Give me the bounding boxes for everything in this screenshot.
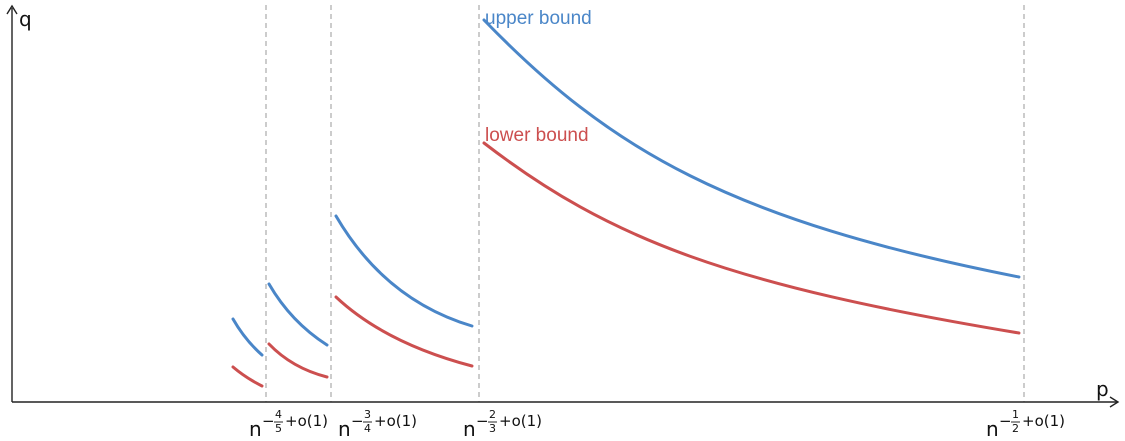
svg-text:−: − bbox=[476, 412, 489, 430]
svg-text:1: 1 bbox=[1012, 408, 1019, 421]
svg-text:n: n bbox=[463, 417, 476, 441]
svg-text:4: 4 bbox=[364, 422, 371, 435]
svg-text:−: − bbox=[999, 412, 1012, 430]
svg-text:+o(1): +o(1) bbox=[1022, 412, 1065, 430]
svg-text:+o(1): +o(1) bbox=[374, 412, 417, 430]
svg-text:3: 3 bbox=[489, 422, 496, 435]
svg-text:+o(1): +o(1) bbox=[285, 412, 328, 430]
y-axis-arrowhead bbox=[6, 4, 18, 15]
upper-bound-label: upper bound bbox=[485, 8, 592, 29]
svg-text:5: 5 bbox=[275, 422, 282, 435]
threshold-label-1: n − 4 5 +o(1) bbox=[249, 408, 328, 441]
svg-text:+o(1): +o(1) bbox=[499, 412, 542, 430]
svg-text:3: 3 bbox=[364, 408, 371, 421]
threshold-label-3: n − 2 3 +o(1) bbox=[463, 408, 542, 441]
svg-text:−: − bbox=[262, 412, 275, 430]
threshold-label-4: n − 1 2 +o(1) bbox=[986, 408, 1065, 441]
svg-text:4: 4 bbox=[275, 408, 282, 421]
x-axis-arrowhead bbox=[1109, 396, 1120, 408]
svg-text:n: n bbox=[249, 417, 262, 441]
svg-text:n: n bbox=[338, 417, 351, 441]
lower-bound-curve-1 bbox=[231, 365, 264, 388]
lower-bound-curve-4 bbox=[482, 141, 1021, 335]
lower-bound-curve-2 bbox=[267, 342, 329, 379]
upper-bound-curve-2 bbox=[267, 282, 329, 347]
lower-bound-label: lower bound bbox=[485, 125, 589, 146]
svg-text:n: n bbox=[986, 417, 999, 441]
lower-bound-curve-3 bbox=[334, 295, 474, 368]
svg-text:2: 2 bbox=[489, 408, 496, 421]
upper-bound-curve-3 bbox=[334, 214, 474, 328]
threshold-label-2: n − 3 4 +o(1) bbox=[338, 408, 417, 441]
upper-bound-curve-4 bbox=[482, 18, 1021, 279]
svg-text:2: 2 bbox=[1012, 422, 1019, 435]
svg-text:−: − bbox=[351, 412, 364, 430]
y-axis-label: q bbox=[19, 7, 32, 31]
x-axis-label: p bbox=[1096, 377, 1109, 401]
upper-bound-curve-1 bbox=[231, 317, 264, 357]
